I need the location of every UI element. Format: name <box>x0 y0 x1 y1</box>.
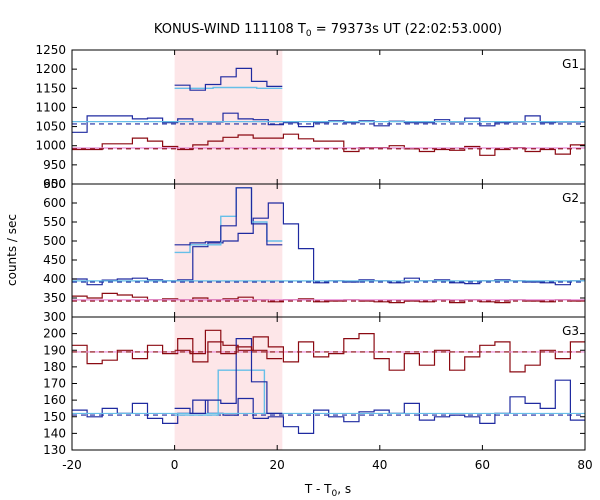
series-b-histogram <box>72 333 586 373</box>
highlight-band <box>174 50 283 184</box>
y-tick-label: 1050 <box>35 120 66 134</box>
series-a-histogram <box>72 202 586 286</box>
y-tick-label: 900 <box>43 177 66 191</box>
series-b-histogram <box>72 133 586 156</box>
y-tick-label: 650 <box>43 177 66 191</box>
y-tick-label: 180 <box>43 360 66 374</box>
panel-frame <box>71 183 586 318</box>
series-a-histogram <box>72 112 586 133</box>
y-tick-label: 200 <box>43 327 66 341</box>
burst-series-a <box>174 187 283 246</box>
x-tick-label: 60 <box>475 458 490 472</box>
burst-series-b <box>174 329 283 360</box>
y-tick-label: 300 <box>43 310 66 324</box>
y-tick-label: 150 <box>43 410 66 424</box>
y-tick-label: 190 <box>43 343 66 357</box>
panel-label: G3 <box>562 324 579 338</box>
y-tick-label: 450 <box>43 253 66 267</box>
x-tick-label: 0 <box>171 458 179 472</box>
y-tick-label: 140 <box>43 426 66 440</box>
panel-g3: 130 140 150 160 170 180 190 200 G3 <box>43 316 586 457</box>
y-axis-label: counts / sec <box>5 214 19 286</box>
panel-label: G2 <box>562 191 579 205</box>
x-tick-label: 40 <box>372 458 387 472</box>
chart-panels: 900 950 1000 1050 1100 1150 1200 1250 G1 300 350 40… <box>35 43 592 472</box>
x-tick-label: -20 <box>62 458 82 472</box>
y-tick-label: 1250 <box>35 43 66 57</box>
x-tick-label: 20 <box>270 458 285 472</box>
x-tick-label: 80 <box>577 458 592 472</box>
series-a-histogram <box>72 379 586 434</box>
y-tick-label: 160 <box>43 393 66 407</box>
y-tick-label: 1150 <box>35 81 66 95</box>
panel-frame <box>71 316 586 451</box>
y-tick-label: 500 <box>43 234 66 248</box>
panel-g2: 300 350 400 450 500 550 600 650 G2 <box>43 177 586 324</box>
y-tick-label: 550 <box>43 215 66 229</box>
y-tick-label: 130 <box>43 443 66 457</box>
y-tick-label: 950 <box>43 158 66 172</box>
panel-g1: 900 950 1000 1050 1100 1150 1200 1250 G1 <box>35 43 586 191</box>
x-axis-label: T - T0, s <box>304 482 351 499</box>
y-tick-label: 1200 <box>35 62 66 76</box>
y-tick-label: 170 <box>43 377 66 391</box>
burst-fit-line <box>174 86 283 89</box>
y-tick-label: 600 <box>43 196 66 210</box>
y-tick-label: 1100 <box>35 100 66 114</box>
y-tick-label: 400 <box>43 272 66 286</box>
y-tick-label: 350 <box>43 291 66 305</box>
panel-label: G1 <box>562 57 579 71</box>
chart-title: KONUS-WIND 111108 T0 = 79373s UT (22:02:… <box>154 22 502 39</box>
burst-series-a <box>174 338 283 414</box>
highlight-band <box>174 184 283 317</box>
panel-frame <box>71 49 586 185</box>
burst-series-a <box>174 67 283 91</box>
y-tick-label: 1000 <box>35 139 66 153</box>
